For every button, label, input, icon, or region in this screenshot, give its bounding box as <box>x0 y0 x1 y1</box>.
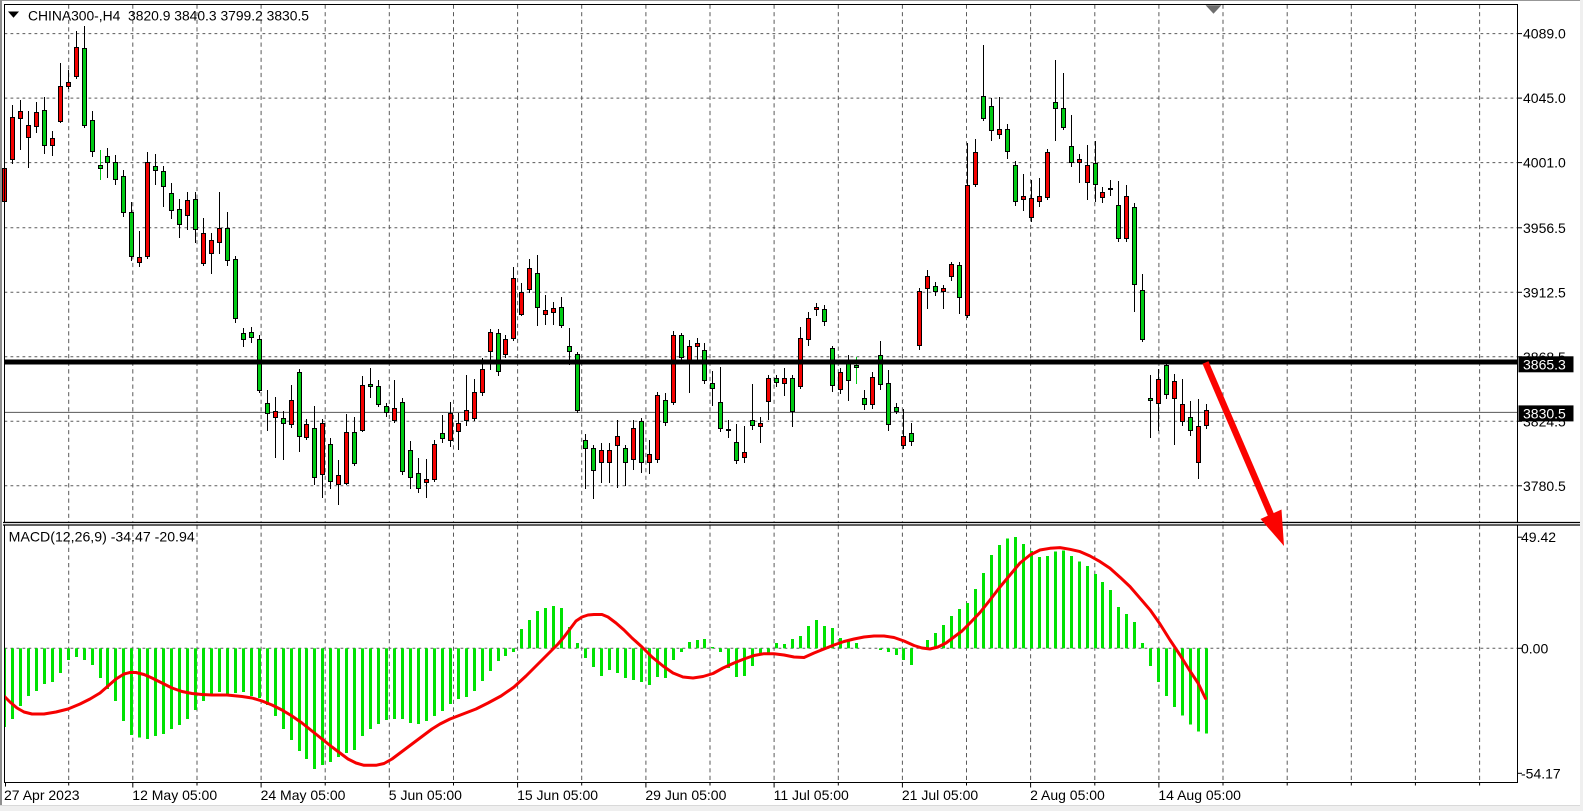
svg-text:-54.17: -54.17 <box>1521 765 1561 781</box>
svg-text:24 May 05:00: 24 May 05:00 <box>261 787 346 803</box>
svg-text:3912.5: 3912.5 <box>1523 284 1566 300</box>
svg-text:3830.5: 3830.5 <box>1523 405 1566 421</box>
svg-text:CHINA300-,H4 3820.9 3840.3 37: CHINA300-,H4 3820.9 3840.3 3799.2 3830.5 <box>28 9 309 24</box>
svg-text:3865.3: 3865.3 <box>1523 356 1566 372</box>
svg-text:4045.0: 4045.0 <box>1523 90 1566 106</box>
svg-text:MACD(12,26,9) -34.47 -20.94: MACD(12,26,9) -34.47 -20.94 <box>9 529 195 545</box>
svg-text:3780.5: 3780.5 <box>1523 478 1566 494</box>
svg-text:14 Aug 05:00: 14 Aug 05:00 <box>1158 787 1241 803</box>
svg-text:11 Jul 05:00: 11 Jul 05:00 <box>774 787 849 803</box>
svg-text:12 May 05:00: 12 May 05:00 <box>132 787 217 803</box>
svg-text:29 Jun 05:00: 29 Jun 05:00 <box>645 787 726 803</box>
svg-text:5 Jun 05:00: 5 Jun 05:00 <box>389 787 462 803</box>
svg-text:15 Jun 05:00: 15 Jun 05:00 <box>517 787 598 803</box>
svg-text:3956.5: 3956.5 <box>1523 220 1566 236</box>
svg-text:49.42: 49.42 <box>1521 529 1556 545</box>
svg-text:4001.0: 4001.0 <box>1523 155 1566 171</box>
svg-text:27 Apr 2023: 27 Apr 2023 <box>4 787 80 803</box>
svg-text:21 Jul 05:00: 21 Jul 05:00 <box>902 787 978 803</box>
svg-text:0.00: 0.00 <box>1521 640 1548 656</box>
svg-text:4089.0: 4089.0 <box>1523 26 1566 42</box>
svg-text:2 Aug 05:00: 2 Aug 05:00 <box>1030 787 1105 803</box>
